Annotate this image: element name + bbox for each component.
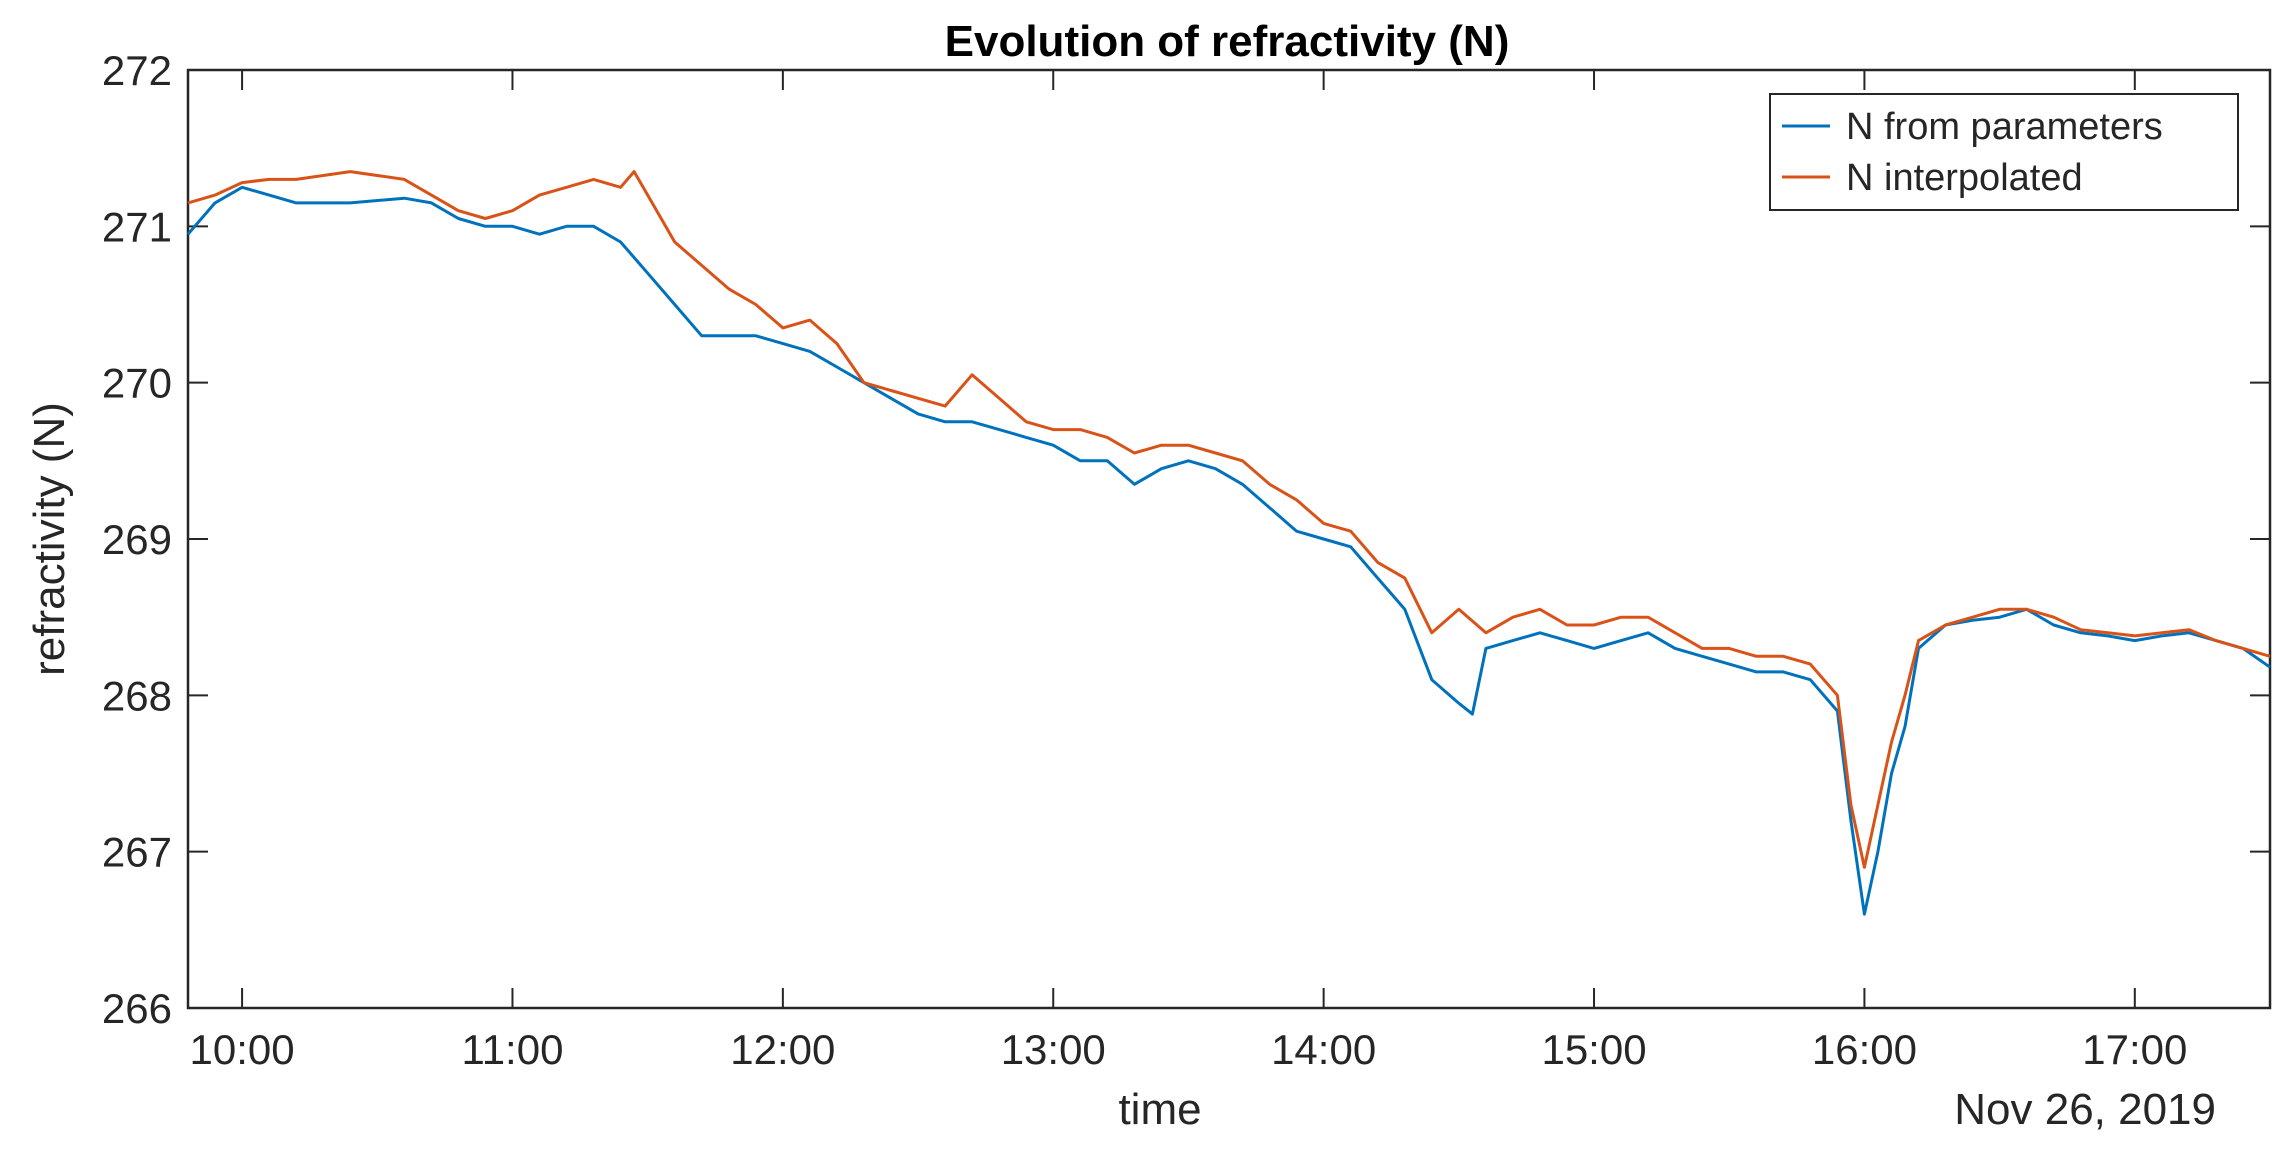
x-tick-label: 14:00 xyxy=(1271,1026,1376,1073)
y-tick-label: 269 xyxy=(102,516,172,563)
y-axis-title: refractivity (N) xyxy=(25,402,74,676)
legend: N from parameters N interpolated xyxy=(1769,93,2239,211)
x-tick-label: 17:00 xyxy=(2082,1026,2187,1073)
x-tick-label: 13:00 xyxy=(1001,1026,1106,1073)
x-tick-label: 12:00 xyxy=(730,1026,835,1073)
x-tick-label: 11:00 xyxy=(461,1026,563,1073)
y-axis: 266 267 268 269 270 271 272 xyxy=(102,47,2270,1032)
date-label: Nov 26, 2019 xyxy=(1954,1085,2216,1134)
x-tick-label: 16:00 xyxy=(1812,1026,1917,1073)
series-line-n-interpolated xyxy=(187,170,2271,869)
x-axis: 10:00 11:00 12:00 13:00 14:00 15:00 16:00 17:00 xyxy=(190,70,2187,1073)
y-tick-label: 266 xyxy=(102,985,172,1032)
legend-label-n-from-parameters: N from parameters xyxy=(1846,106,2163,148)
y-tick-label: 268 xyxy=(102,672,172,719)
legend-box xyxy=(1769,93,2239,211)
plot-area xyxy=(186,68,2272,1010)
x-tick-label: 10:00 xyxy=(190,1026,295,1073)
y-tick-label: 270 xyxy=(102,360,172,407)
chart-title: Evolution of refractivity (N) xyxy=(945,17,1510,66)
legend-label-n-interpolated: N interpolated xyxy=(1846,157,2083,199)
series-line-n-from-parameters xyxy=(186,185,2271,916)
series-lines xyxy=(186,170,2271,916)
y-tick-label: 267 xyxy=(102,829,172,876)
y-tick-label: 272 xyxy=(102,47,172,94)
x-tick-label: 15:00 xyxy=(1541,1026,1646,1073)
y-tick-label: 271 xyxy=(102,203,172,250)
x-axis-title: time xyxy=(1118,1085,1201,1134)
